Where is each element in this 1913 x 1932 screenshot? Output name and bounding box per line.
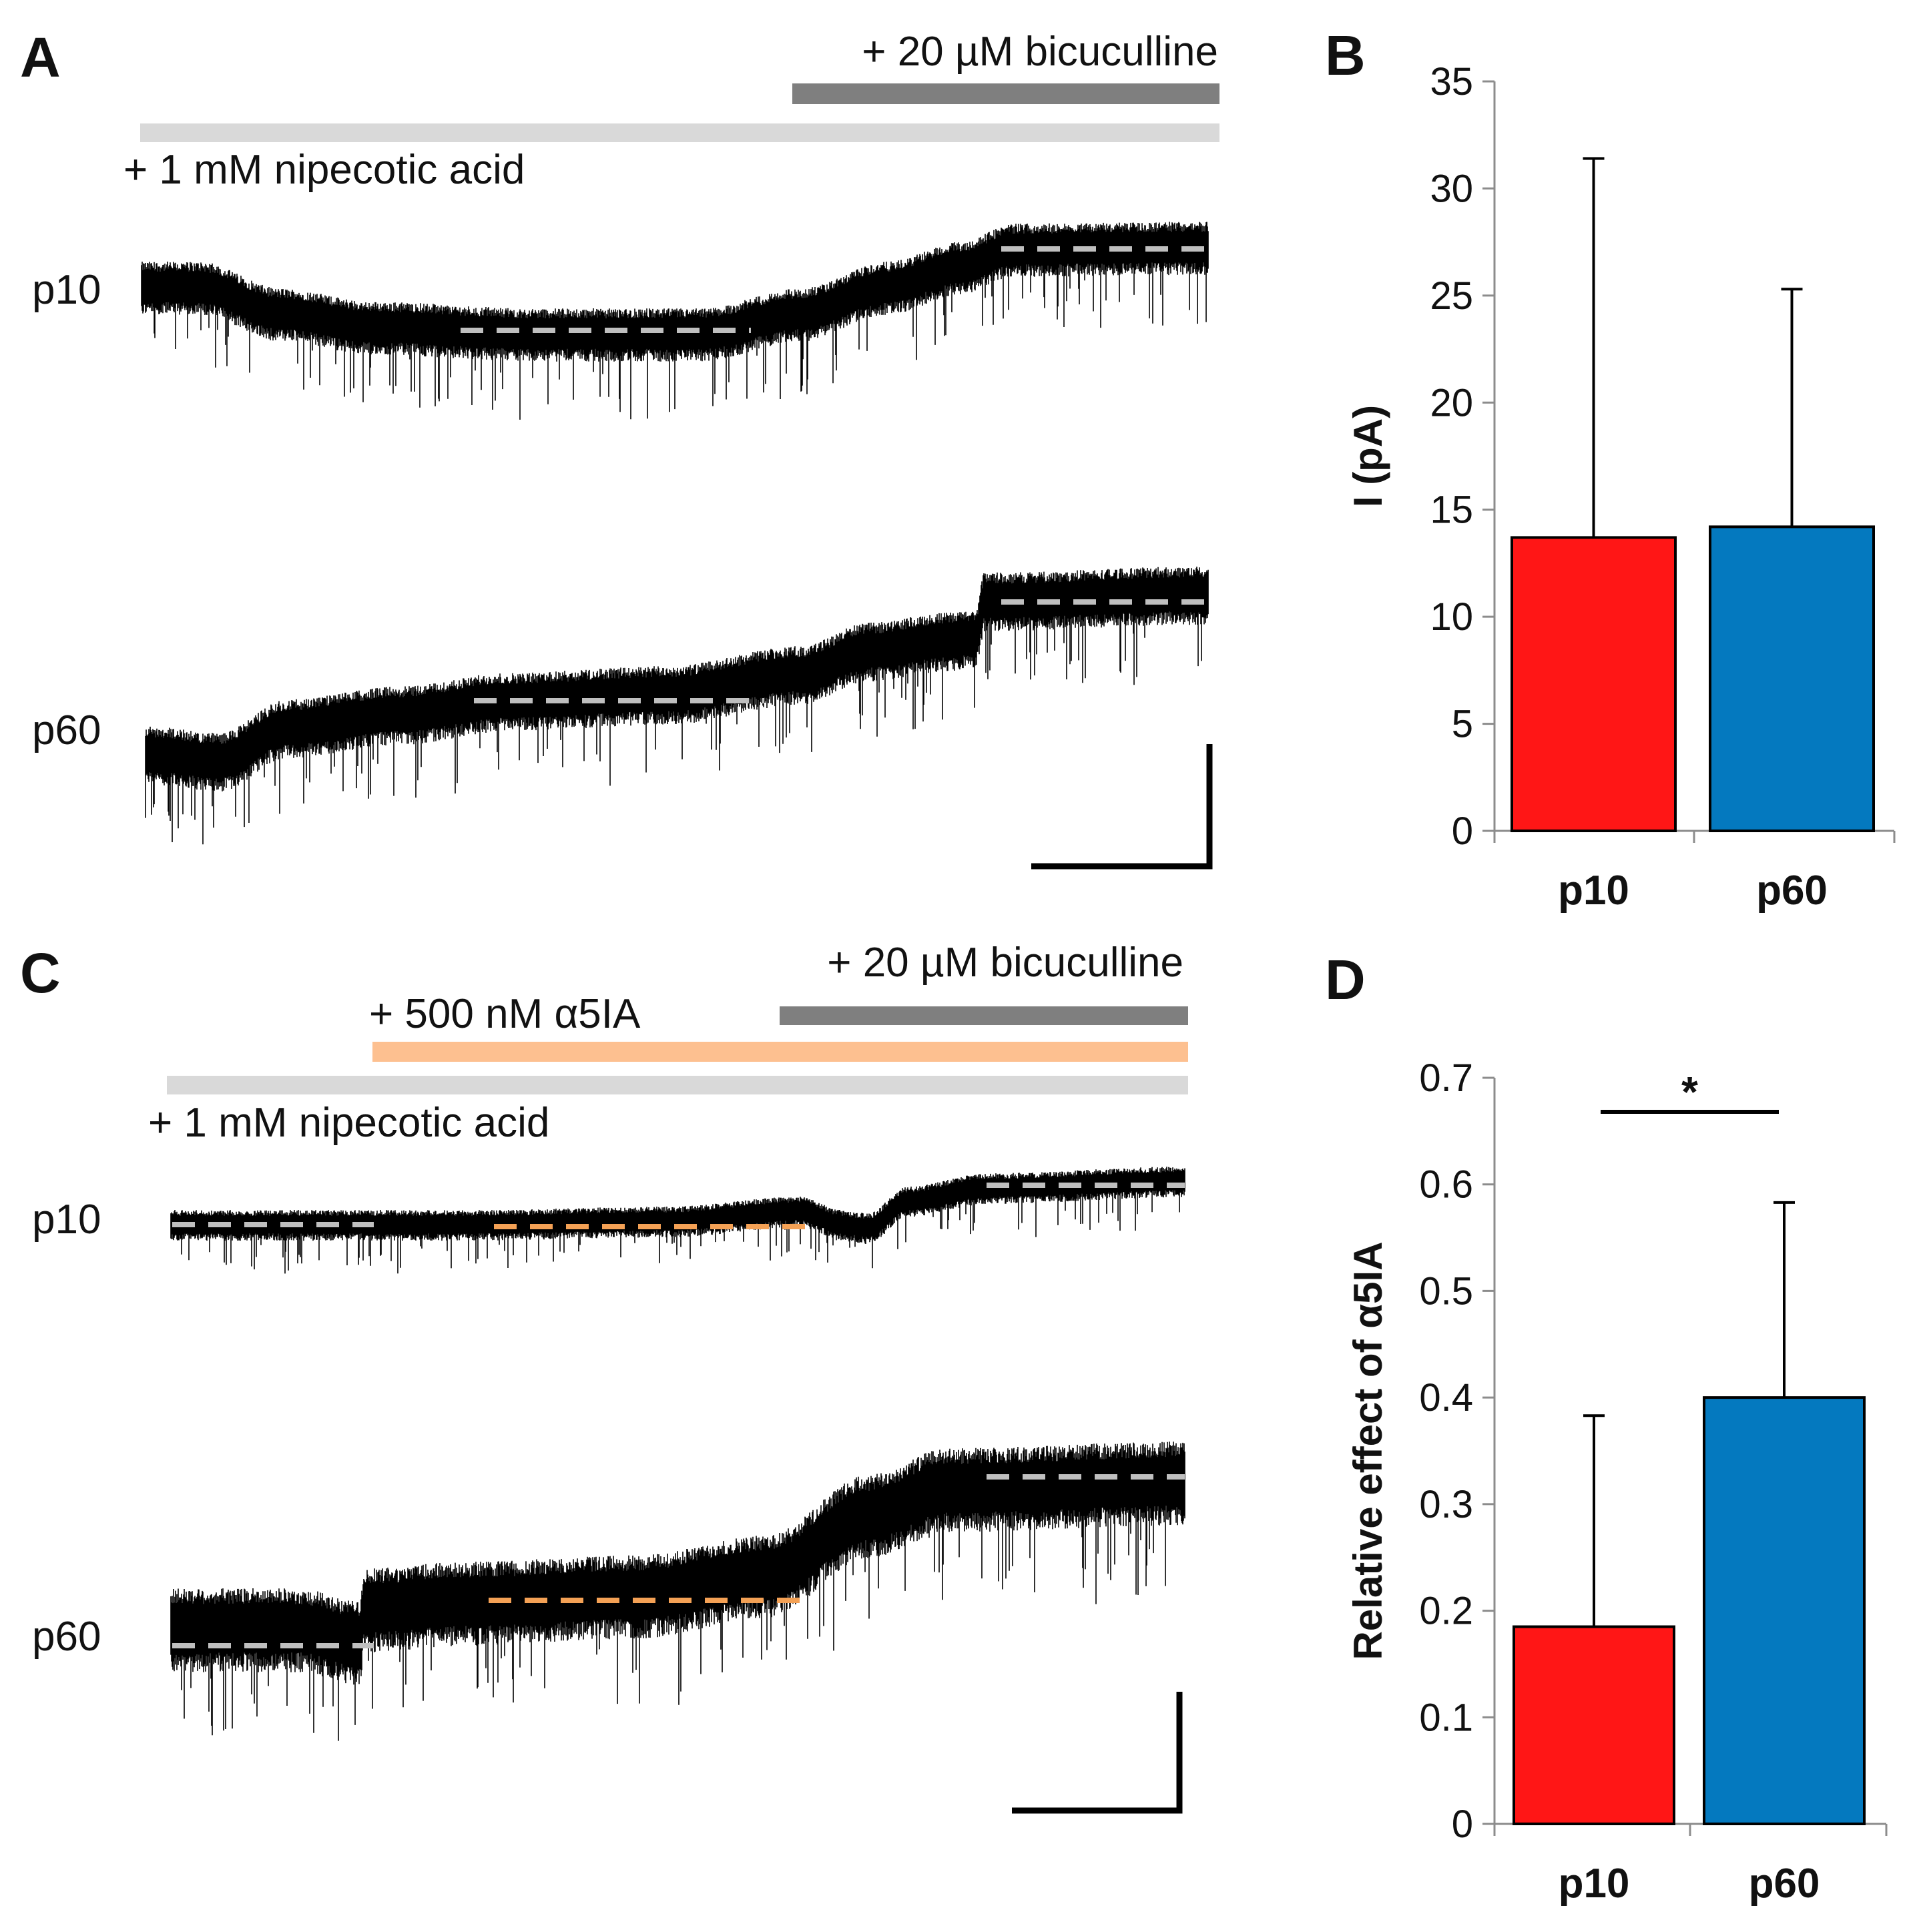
panel-letter-b: B — [1325, 24, 1366, 87]
trace-label-p10: p10 — [32, 267, 101, 313]
category-label-p60: p60 — [1756, 868, 1828, 914]
bar-chart-d: 0 0.1 0.2 0.3 0.4 0.5 0.6 0.7 p10 p60 Relative eff… — [1346, 1056, 1888, 1907]
y-tick-label: 0.2 — [1419, 1590, 1473, 1633]
panel-letter-a: A — [20, 26, 61, 89]
y-tick-label: 5 — [1452, 703, 1473, 746]
category-label-p10: p10 — [1559, 1861, 1630, 1907]
y-tick-label: 0 — [1452, 1803, 1473, 1846]
panel-letter-c: C — [20, 942, 61, 1004]
bicuculline-label: + 20 µM bicuculline — [827, 940, 1183, 986]
y-axis-label: I (pA) — [1346, 405, 1390, 507]
y-tick-label: 0.4 — [1419, 1376, 1473, 1419]
category-label-p60: p60 — [1749, 1861, 1820, 1907]
y-tick-label: 0.6 — [1419, 1163, 1473, 1207]
y-tick-label: 0.1 — [1419, 1696, 1473, 1739]
y-tick-label: 10 — [1430, 595, 1473, 639]
bar-p60 — [1703, 1396, 1866, 1825]
panel-a: A + 20 µM bicuculline + 1 mM nipecotic a… — [20, 26, 1219, 870]
scale-bar — [1031, 744, 1213, 870]
scale-bar — [1012, 1692, 1183, 1814]
bar-chart-b: 0 5 10 15 20 25 30 35 p10 p60 I (pA) — [1346, 60, 1896, 914]
category-label-p10: p10 — [1558, 868, 1629, 914]
y-tick-label: 0.5 — [1419, 1269, 1473, 1313]
panel-b: B 0 5 10 15 20 25 30 35 p10 p60 I (pA) — [1325, 24, 1896, 914]
a5ia-label: + 500 nM α5IA — [369, 991, 641, 1037]
panel-letter-d: D — [1325, 948, 1366, 1011]
y-tick-label: 20 — [1430, 381, 1473, 424]
y-tick-label: 0 — [1452, 810, 1473, 853]
nipecotic-acid-bar — [167, 1076, 1188, 1094]
y-tick-label: 30 — [1430, 167, 1473, 210]
bicuculline-bar — [792, 83, 1219, 104]
trace-label-p60: p60 — [32, 1614, 101, 1660]
y-axis-label: Relative effect of α5IA — [1346, 1241, 1390, 1660]
y-tick-label: 25 — [1430, 274, 1473, 318]
bicuculline-bar — [780, 1006, 1188, 1025]
bar-p10 — [1511, 536, 1677, 832]
bar-p60 — [1709, 525, 1875, 833]
trace-label-p10: p10 — [32, 1197, 101, 1243]
bicuculline-label: + 20 µM bicuculline — [862, 29, 1218, 75]
current-trace-p60 — [170, 1441, 1185, 1741]
nipecotic-acid-label: + 1 mM nipecotic acid — [148, 1100, 549, 1146]
y-tick-label: 35 — [1430, 60, 1473, 103]
bar-p10 — [1513, 1625, 1675, 1825]
y-tick-label: 15 — [1430, 489, 1473, 532]
nipecotic-acid-label: + 1 mM nipecotic acid — [123, 147, 525, 193]
a5ia-bar — [372, 1042, 1188, 1062]
current-trace-p60 — [145, 567, 1209, 845]
significance-star: * — [1681, 1068, 1698, 1116]
trace-label-p60: p60 — [32, 707, 101, 753]
y-tick-label: 0.7 — [1419, 1056, 1473, 1100]
y-tick-label: 0.3 — [1419, 1483, 1473, 1526]
panel-d: D 0 0.1 0.2 0.3 0.4 0.5 0.6 0.7 p10 p60 Relative e… — [1325, 948, 1888, 1907]
nipecotic-acid-bar — [140, 123, 1219, 142]
panel-c: C + 20 µM bicuculline + 500 nM α5IA + 1 … — [20, 940, 1188, 1814]
